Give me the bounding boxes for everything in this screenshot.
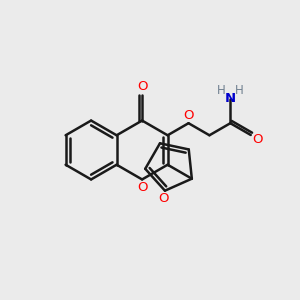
Text: O: O xyxy=(137,181,147,194)
Text: O: O xyxy=(137,80,147,93)
Text: H: H xyxy=(217,84,226,97)
Text: O: O xyxy=(158,192,169,205)
Text: H: H xyxy=(235,84,244,97)
Text: O: O xyxy=(253,133,263,146)
Text: N: N xyxy=(225,92,236,105)
Text: O: O xyxy=(183,109,194,122)
